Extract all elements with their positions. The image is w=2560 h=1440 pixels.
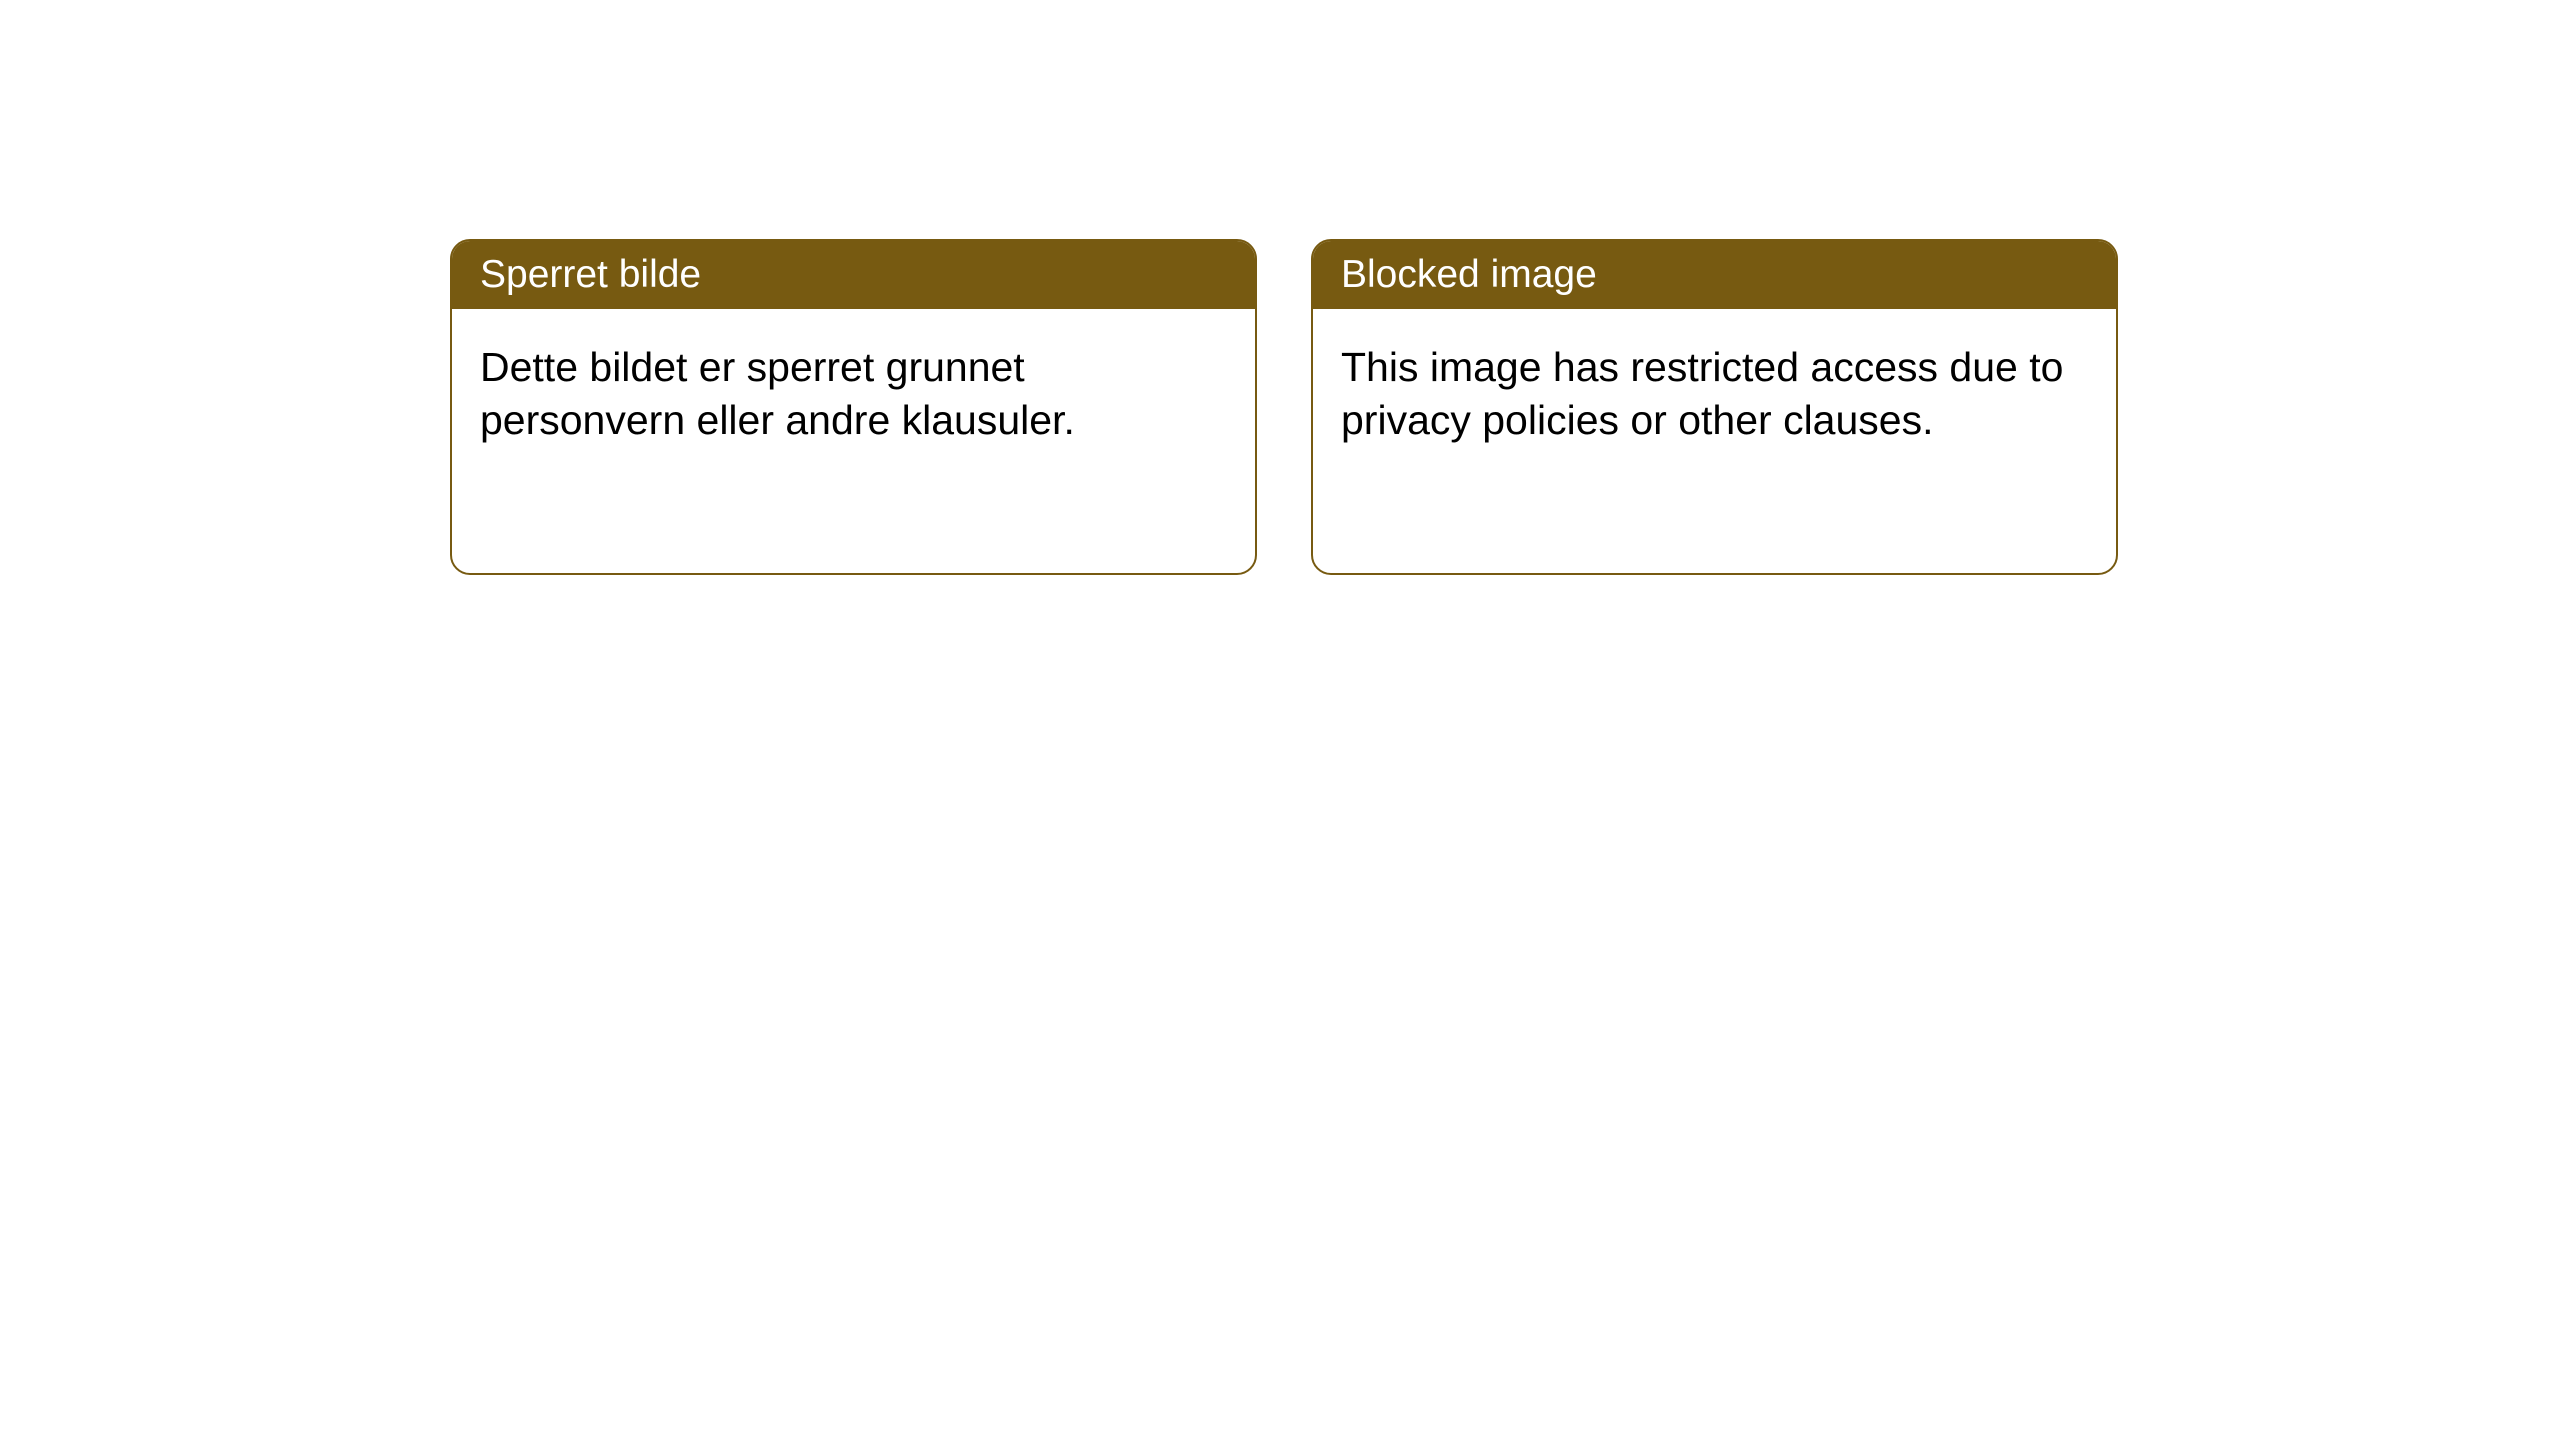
notice-card-norwegian: Sperret bilde Dette bildet er sperret gr…: [450, 239, 1257, 575]
notice-text: Dette bildet er sperret grunnet personve…: [480, 344, 1075, 443]
notice-title: Sperret bilde: [480, 253, 701, 296]
notice-text: This image has restricted access due to …: [1341, 344, 2063, 443]
notice-body-english: This image has restricted access due to …: [1313, 309, 2116, 480]
notice-container: Sperret bilde Dette bildet er sperret gr…: [450, 239, 2118, 575]
notice-title: Blocked image: [1341, 253, 1597, 296]
notice-body-norwegian: Dette bildet er sperret grunnet personve…: [452, 309, 1255, 480]
notice-card-english: Blocked image This image has restricted …: [1311, 239, 2118, 575]
notice-header-norwegian: Sperret bilde: [452, 241, 1255, 309]
notice-header-english: Blocked image: [1313, 241, 2116, 309]
